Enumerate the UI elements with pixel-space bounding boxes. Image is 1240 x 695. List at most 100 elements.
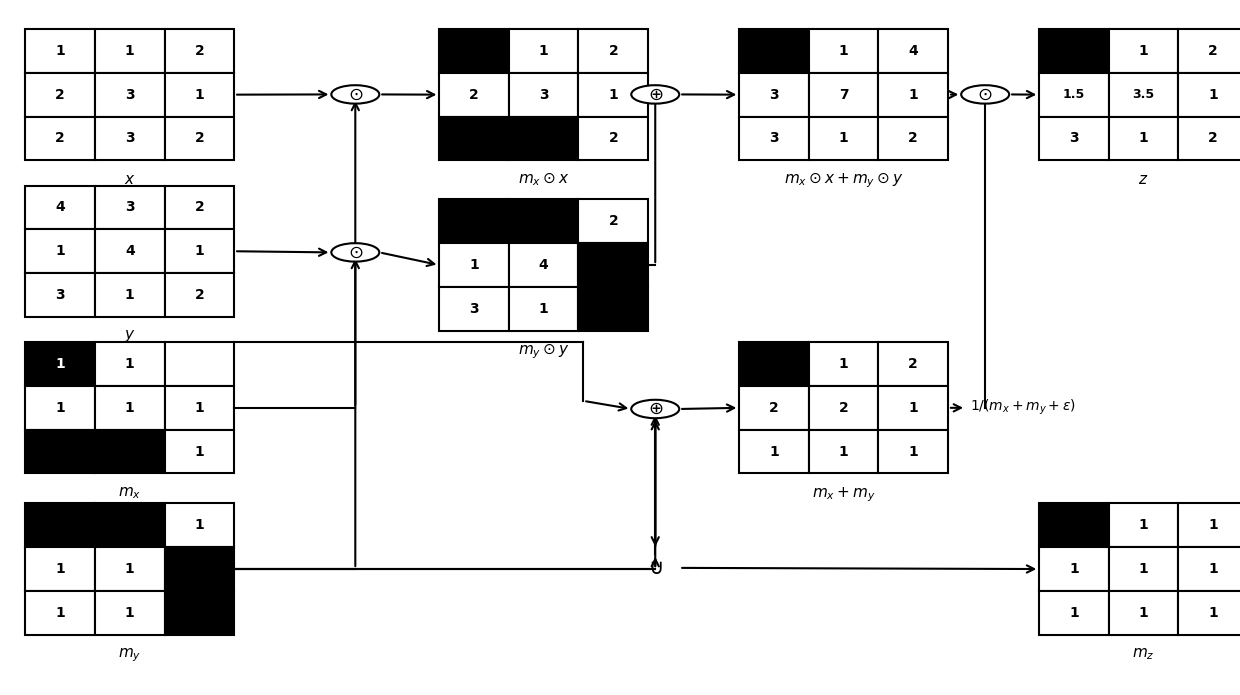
Bar xyxy=(739,430,808,473)
Bar xyxy=(1109,591,1178,635)
Text: 1: 1 xyxy=(1138,518,1148,532)
Bar xyxy=(808,29,878,73)
Bar xyxy=(1178,73,1240,117)
Text: 3: 3 xyxy=(469,302,479,316)
Text: $m_y$: $m_y$ xyxy=(118,646,141,664)
Bar xyxy=(165,342,234,386)
Text: 1: 1 xyxy=(769,445,779,459)
Bar xyxy=(1039,547,1109,591)
Bar xyxy=(165,117,234,161)
Bar xyxy=(1039,591,1109,635)
Text: 4: 4 xyxy=(909,44,918,58)
Bar xyxy=(1109,73,1178,117)
Bar xyxy=(165,73,234,117)
Text: 1: 1 xyxy=(195,88,205,101)
Text: 1: 1 xyxy=(1138,44,1148,58)
Text: 1: 1 xyxy=(1069,562,1079,576)
Bar xyxy=(1039,29,1109,73)
Bar xyxy=(25,229,95,273)
Bar xyxy=(165,273,234,317)
Circle shape xyxy=(331,243,379,261)
Bar xyxy=(95,117,165,161)
Text: 1: 1 xyxy=(125,401,135,415)
Bar xyxy=(739,386,808,430)
Text: 3.5: 3.5 xyxy=(1132,88,1154,101)
Text: 1.5: 1.5 xyxy=(1063,88,1085,101)
Bar xyxy=(1109,503,1178,547)
Text: 1: 1 xyxy=(56,562,64,576)
Bar xyxy=(95,430,165,473)
Bar xyxy=(25,503,95,547)
Text: 1: 1 xyxy=(909,401,918,415)
Text: 2: 2 xyxy=(609,131,618,145)
Bar xyxy=(25,430,95,473)
Text: 1: 1 xyxy=(1208,88,1218,101)
Text: 3: 3 xyxy=(56,288,64,302)
Circle shape xyxy=(331,85,379,104)
Bar xyxy=(878,342,949,386)
Text: 2: 2 xyxy=(1208,44,1218,58)
Bar xyxy=(878,117,949,161)
Bar xyxy=(165,547,234,591)
Bar xyxy=(95,229,165,273)
Text: 1: 1 xyxy=(125,44,135,58)
Text: $m_y \odot y$: $m_y \odot y$ xyxy=(518,342,569,361)
Text: 4: 4 xyxy=(56,200,64,215)
Bar xyxy=(878,386,949,430)
Text: 1: 1 xyxy=(1138,606,1148,620)
Text: 1: 1 xyxy=(125,606,135,620)
Text: 1: 1 xyxy=(469,258,479,272)
Bar xyxy=(165,591,234,635)
Text: 1: 1 xyxy=(125,288,135,302)
Text: 1: 1 xyxy=(1069,606,1079,620)
Text: 2: 2 xyxy=(909,357,918,371)
Bar xyxy=(508,287,579,331)
Bar xyxy=(165,503,234,547)
Bar xyxy=(165,430,234,473)
Bar xyxy=(579,243,649,287)
Text: 1: 1 xyxy=(195,445,205,459)
Text: 1: 1 xyxy=(56,244,64,259)
Bar xyxy=(1178,117,1240,161)
Bar xyxy=(95,186,165,229)
Bar xyxy=(579,73,649,117)
Bar xyxy=(1039,73,1109,117)
Text: 2: 2 xyxy=(838,401,848,415)
Bar xyxy=(165,386,234,430)
Text: $\odot$: $\odot$ xyxy=(347,85,363,104)
Bar xyxy=(1178,591,1240,635)
Text: 1: 1 xyxy=(838,44,848,58)
Bar xyxy=(95,386,165,430)
Bar xyxy=(508,29,579,73)
Text: 1: 1 xyxy=(838,357,848,371)
Text: $m_x + m_y$: $m_x + m_y$ xyxy=(812,485,875,504)
Text: $\odot$: $\odot$ xyxy=(977,85,993,104)
Bar xyxy=(1178,29,1240,73)
Text: 7: 7 xyxy=(838,88,848,101)
Text: $x$: $x$ xyxy=(124,172,135,187)
Bar xyxy=(1109,117,1178,161)
Bar xyxy=(579,117,649,161)
Text: $m_x \odot x + m_y \odot y$: $m_x \odot x + m_y \odot y$ xyxy=(784,172,904,190)
Text: $\cup$: $\cup$ xyxy=(649,558,662,578)
Bar xyxy=(95,273,165,317)
Text: 2: 2 xyxy=(609,214,618,228)
Bar xyxy=(25,29,95,73)
Text: 1: 1 xyxy=(1208,562,1218,576)
Text: $m_x \odot x$: $m_x \odot x$ xyxy=(518,172,569,188)
Text: 2: 2 xyxy=(195,131,205,145)
Text: 1: 1 xyxy=(125,562,135,576)
Text: 1: 1 xyxy=(539,44,548,58)
Bar xyxy=(95,591,165,635)
Bar xyxy=(739,73,808,117)
Bar xyxy=(25,186,95,229)
Bar xyxy=(808,342,878,386)
Text: 1: 1 xyxy=(838,445,848,459)
Bar xyxy=(1178,547,1240,591)
Bar xyxy=(25,117,95,161)
Text: 2: 2 xyxy=(769,401,779,415)
Text: 1: 1 xyxy=(1138,562,1148,576)
Text: $\odot$: $\odot$ xyxy=(347,243,363,261)
Bar xyxy=(25,591,95,635)
Text: 2: 2 xyxy=(1208,131,1218,145)
